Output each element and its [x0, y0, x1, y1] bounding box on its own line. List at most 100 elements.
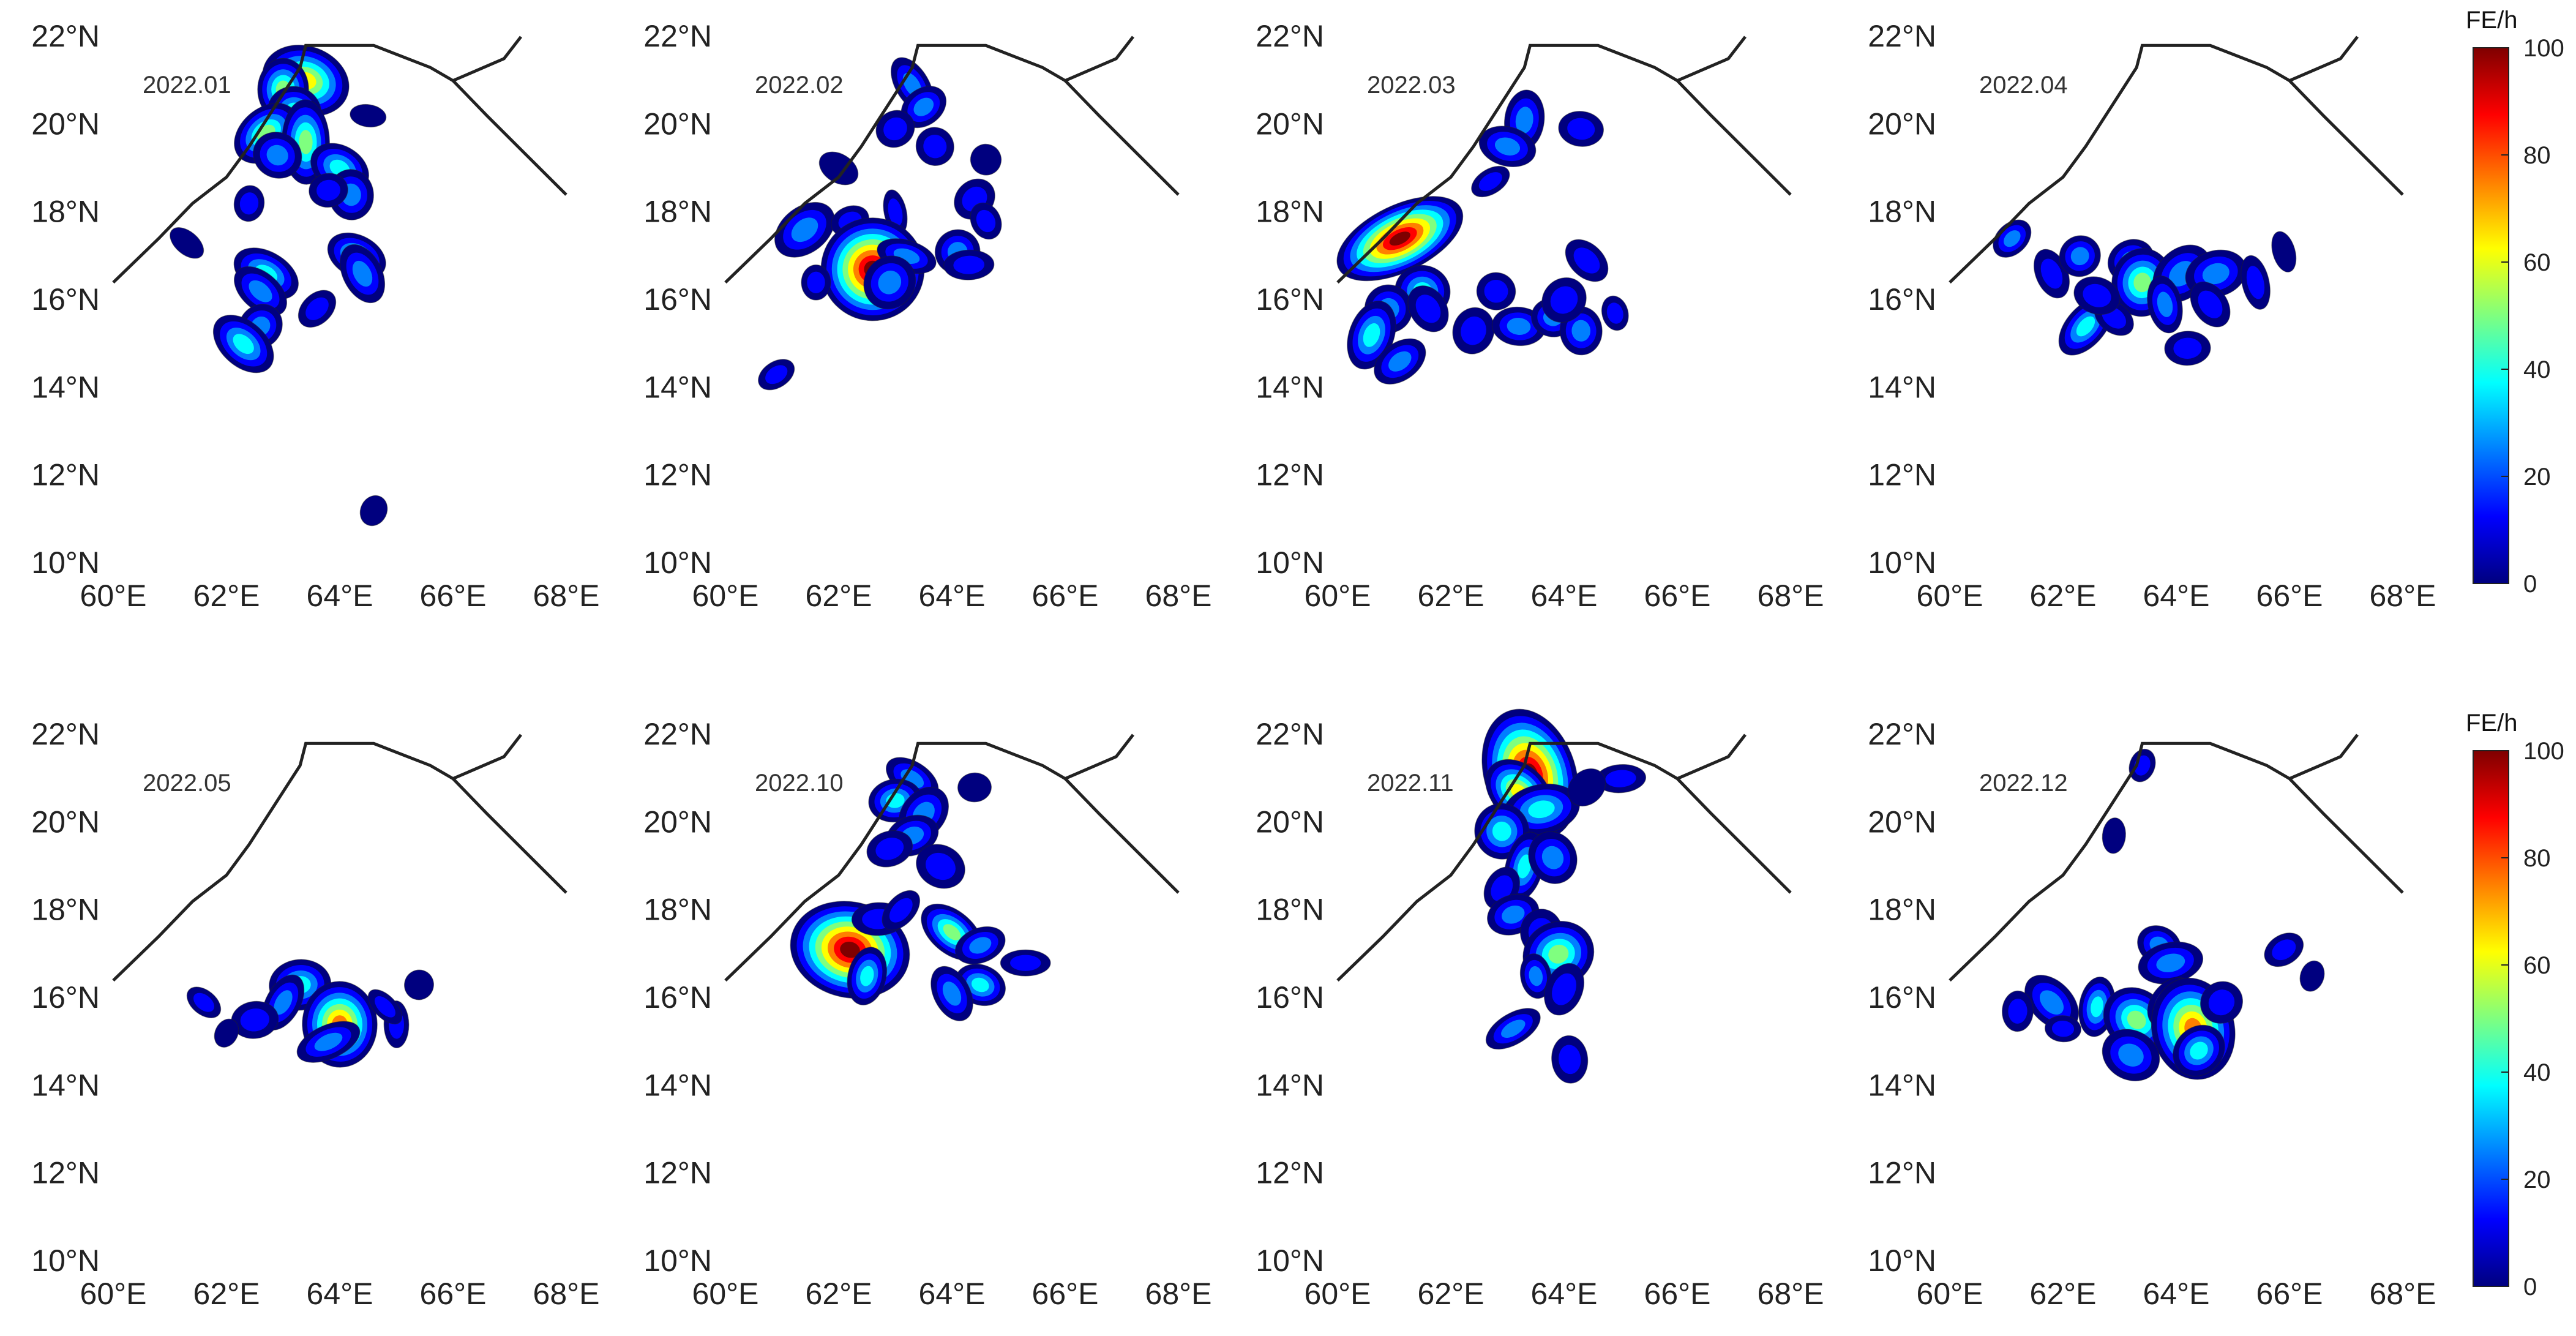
x-tick-label: 62°E: [1418, 579, 1485, 613]
x-tick-label: 66°E: [1032, 1277, 1099, 1311]
y-tick-label: 14°N: [31, 370, 100, 404]
density-contours: [1993, 219, 2297, 366]
density-blob: [863, 255, 916, 310]
y-tick-label: 16°N: [1256, 980, 1324, 1015]
density-blob: [1471, 165, 1510, 198]
x-tick-label: 68°E: [2370, 579, 2436, 613]
x-tick-label: 60°E: [1305, 1277, 1371, 1311]
y-tick-label: 16°N: [31, 282, 100, 317]
density-blob: [309, 173, 348, 208]
y-tick-label: 10°N: [31, 546, 100, 580]
border-line: [1677, 734, 1747, 780]
map-panel: 2022.04 22°N 20°N 18°N 16°N 14°N 12°N 10°N 60°…: [1868, 19, 2436, 613]
x-tick-label: 66°E: [1644, 1277, 1711, 1311]
map-panel: 2022.02 22°N 20°N 18°N 16°N 14°N 12°N 10°N 60°…: [643, 19, 1211, 613]
y-tick-label: 20°N: [31, 107, 100, 141]
x-tick-label: 64°E: [919, 1277, 986, 1311]
y-tick-label: 22°N: [1868, 19, 1936, 53]
map-panel: 2022.03 22°N 20°N 18°N 16°N 14°N 12°N 10°N 60°…: [1256, 19, 1824, 613]
panel-title: 2022.11: [1367, 770, 1454, 797]
colorbar-tick-label: 20: [2523, 1166, 2551, 1193]
x-tick-label: 66°E: [2256, 579, 2323, 613]
density-blob: [774, 201, 835, 258]
y-tick-label: 10°N: [1868, 1244, 1936, 1278]
map-panel: 2022.11 22°N 20°N 18°N 16°N 14°N 12°N 10°N 60°…: [1256, 708, 1824, 1311]
y-tick-label: 16°N: [1868, 980, 1936, 1015]
density-blob: [2173, 1024, 2225, 1077]
density-blob: [1519, 953, 1552, 999]
y-tick-label: 10°N: [1256, 546, 1324, 580]
coastline: [724, 741, 1180, 982]
density-blob: [1544, 963, 1584, 1016]
density-blob: [1595, 764, 1647, 794]
x-tick-label: 62°E: [2030, 1277, 2097, 1311]
y-axis-ticks: 22°N 20°N 18°N 16°N 14°N 12°N 10°N: [31, 717, 100, 1278]
panel-title: 2022.01: [143, 72, 231, 99]
y-tick-label: 22°N: [1256, 717, 1324, 751]
y-tick-label: 22°N: [643, 19, 712, 53]
x-tick-label: 66°E: [1032, 579, 1099, 613]
y-tick-label: 16°N: [1256, 282, 1324, 317]
density-blob: [1541, 277, 1587, 323]
x-tick-label: 68°E: [533, 579, 600, 613]
x-tick-label: 68°E: [1145, 579, 1212, 613]
y-tick-label: 12°N: [1868, 1156, 1936, 1190]
colorbar-ramp: [2473, 47, 2509, 584]
y-tick-label: 22°N: [31, 19, 100, 53]
density-blob: [1485, 1008, 1541, 1050]
density-blob: [2129, 748, 2156, 782]
y-axis-ticks: 22°N 20°N 18°N 16°N 14°N 12°N 10°N: [643, 19, 712, 580]
y-tick-label: 18°N: [1868, 195, 1936, 229]
x-tick-label: 60°E: [692, 579, 759, 613]
density-blob: [2045, 1015, 2081, 1043]
density-contours: [170, 45, 388, 527]
density-blob: [2264, 933, 2304, 967]
x-tick-label: 66°E: [2256, 1277, 2323, 1311]
density-contours: [1474, 708, 1647, 1084]
density-blob: [970, 202, 1002, 240]
y-tick-label: 20°N: [643, 805, 712, 839]
density-contours: [758, 57, 1002, 391]
density-blob: [900, 86, 947, 129]
x-tick-label: 68°E: [1758, 579, 1824, 613]
x-tick-label: 62°E: [1418, 1277, 1485, 1311]
density-blob: [1336, 196, 1464, 282]
coastline: [724, 43, 1180, 284]
density-blob: [1374, 338, 1426, 385]
y-tick-label: 10°N: [643, 1244, 712, 1278]
y-tick-label: 14°N: [1256, 370, 1324, 404]
y-tick-label: 20°N: [1256, 107, 1324, 141]
density-blob: [298, 290, 337, 328]
density-blob: [1601, 295, 1629, 331]
density-blob: [1000, 949, 1051, 977]
x-tick-label: 64°E: [2143, 1277, 2210, 1311]
x-tick-label: 68°E: [1145, 1277, 1212, 1311]
colorbar-unit: FE/h: [2466, 710, 2517, 737]
border-line: [2289, 734, 2359, 780]
density-blob: [801, 265, 831, 301]
density-blob: [212, 315, 274, 373]
x-tick-label: 60°E: [80, 1277, 147, 1311]
y-tick-label: 22°N: [1868, 717, 1936, 751]
density-contours: [186, 959, 434, 1068]
y-tick-label: 16°N: [643, 980, 712, 1015]
density-blob: [1407, 285, 1449, 332]
density-blob: [875, 110, 915, 148]
y-tick-label: 14°N: [1868, 1068, 1936, 1102]
y-axis-ticks: 22°N 20°N 18°N 16°N 14°N 12°N 10°N: [1868, 19, 1936, 580]
x-tick-label: 66°E: [420, 579, 487, 613]
border-line: [1677, 36, 1747, 82]
density-blob: [1567, 768, 1606, 807]
y-tick-label: 12°N: [31, 458, 100, 492]
coastline: [112, 43, 567, 284]
x-tick-label: 64°E: [1531, 1277, 1598, 1311]
y-tick-label: 18°N: [643, 893, 712, 927]
y-tick-label: 16°N: [643, 282, 712, 317]
density-contours: [2002, 748, 2325, 1081]
density-blob: [970, 143, 1002, 176]
panel-title: 2022.05: [143, 770, 231, 797]
y-axis-ticks: 22°N 20°N 18°N 16°N 14°N 12°N 10°N: [1256, 717, 1324, 1278]
colorbar-tick-label: 20: [2523, 463, 2551, 490]
x-tick-label: 64°E: [1531, 579, 1598, 613]
